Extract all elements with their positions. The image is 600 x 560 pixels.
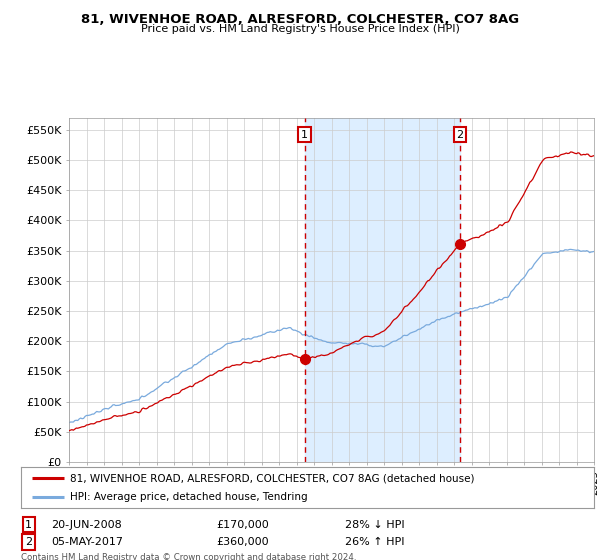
Text: 2: 2 <box>25 537 32 547</box>
Text: 05-MAY-2017: 05-MAY-2017 <box>51 537 123 547</box>
Text: £360,000: £360,000 <box>216 537 269 547</box>
Text: 2: 2 <box>457 130 464 139</box>
Text: 28% ↓ HPI: 28% ↓ HPI <box>345 520 404 530</box>
Text: 81, WIVENHOE ROAD, ALRESFORD, COLCHESTER, CO7 8AG (detached house): 81, WIVENHOE ROAD, ALRESFORD, COLCHESTER… <box>70 473 474 483</box>
Text: Contains HM Land Registry data © Crown copyright and database right 2024.
This d: Contains HM Land Registry data © Crown c… <box>21 553 356 560</box>
Text: 26% ↑ HPI: 26% ↑ HPI <box>345 537 404 547</box>
Text: 81, WIVENHOE ROAD, ALRESFORD, COLCHESTER, CO7 8AG: 81, WIVENHOE ROAD, ALRESFORD, COLCHESTER… <box>81 13 519 26</box>
Text: HPI: Average price, detached house, Tendring: HPI: Average price, detached house, Tend… <box>70 492 307 502</box>
Bar <box>305 118 460 462</box>
Text: 20-JUN-2008: 20-JUN-2008 <box>51 520 122 530</box>
Text: 1: 1 <box>25 520 32 530</box>
Text: £170,000: £170,000 <box>216 520 269 530</box>
Text: Price paid vs. HM Land Registry's House Price Index (HPI): Price paid vs. HM Land Registry's House … <box>140 24 460 34</box>
Text: 1: 1 <box>301 130 308 139</box>
